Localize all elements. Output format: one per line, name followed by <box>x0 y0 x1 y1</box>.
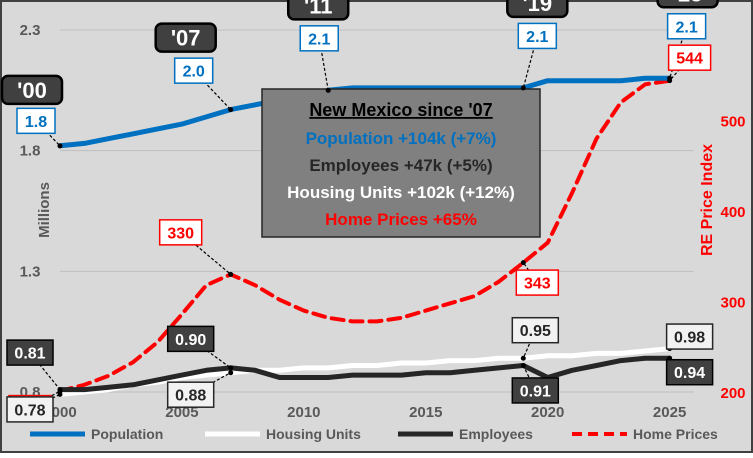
callout-anchor-point <box>57 391 63 397</box>
callout-box <box>667 44 712 71</box>
title-box-line-housing: Housing Units +102k (+12%) <box>287 183 515 202</box>
year-tag-label: '11 <box>304 0 333 18</box>
callout-value-label: 343 <box>524 276 551 293</box>
callout-value-label: 0.78 <box>14 402 45 419</box>
x-tick-label: 2010 <box>287 404 320 421</box>
callout-leader <box>522 35 538 89</box>
callout-value-label: 2.1 <box>308 31 330 48</box>
callout-value-label: 2.1 <box>675 19 697 36</box>
callout-anchor-point <box>667 78 673 84</box>
callout-anchor-point <box>520 355 526 361</box>
callout-value-label: 0.98 <box>674 330 705 347</box>
callout-anchor-point <box>520 260 526 266</box>
year-tag-label: '25 <box>673 0 703 6</box>
callout-value-label: 0.95 <box>520 323 551 340</box>
callout-box <box>173 57 214 84</box>
callout-value-label: 0.94 <box>674 365 705 382</box>
callout-value-label: 0.81 <box>14 346 45 363</box>
year-tag-label: '07 <box>171 26 201 51</box>
legend-label: Employees <box>459 426 533 442</box>
y-right-tick-label: 300 <box>720 295 745 312</box>
callout-anchor-point <box>520 362 526 368</box>
callout-box <box>6 396 54 423</box>
callout-anchor-point <box>228 271 234 277</box>
legend-label: Population <box>91 426 163 442</box>
title-box-line-population: Population +104k (+7%) <box>306 129 497 148</box>
y-left-tick-label: 1.8 <box>20 143 41 160</box>
x-tick-label: 2020 <box>531 404 564 421</box>
y-left-tick-label: 1.3 <box>20 263 41 280</box>
callout-value-label: 0.91 <box>520 383 551 400</box>
callout-value-label: 544 <box>676 51 703 68</box>
callout-box <box>299 25 339 52</box>
year-tag-box <box>154 22 217 53</box>
callout-box <box>665 358 714 386</box>
title-box-bg <box>261 88 541 238</box>
callout-leader <box>190 338 232 369</box>
title-box: New Mexico since '07 Population +104k (+… <box>261 88 541 238</box>
callout-box <box>665 323 714 350</box>
callout-value-label: 2.0 <box>183 64 205 81</box>
callout-box <box>666 13 707 40</box>
series-line-home-prices <box>58 78 672 394</box>
year-tag-box <box>506 0 569 19</box>
callout-anchor-point <box>57 143 63 149</box>
callout-value-label: 0.90 <box>175 332 206 349</box>
callout-box <box>16 107 56 135</box>
series-line-population <box>57 75 673 149</box>
callout-anchor-point <box>57 387 63 393</box>
year-tag-label: '00 <box>17 78 47 103</box>
callout-leader <box>318 38 329 91</box>
callout-value-label: 1.8 <box>25 114 47 131</box>
legend-label: Home Prices <box>633 426 718 442</box>
callout-box <box>6 339 54 366</box>
callout-anchor-point <box>325 87 331 93</box>
x-tick-label: 2005 <box>165 404 198 421</box>
title-box-heading: New Mexico since '07 <box>309 100 492 120</box>
x-tick-label: 2025 <box>653 404 686 421</box>
year-tag-box <box>286 0 350 21</box>
callout-anchor-point <box>228 107 234 113</box>
year-tag-box <box>0 74 64 106</box>
series-line-employees <box>57 355 673 393</box>
callout-box <box>166 381 215 408</box>
y-left-tick-label: 2.3 <box>20 22 41 39</box>
year-tag-label: '19 <box>522 0 552 16</box>
y-right-tick-label: 400 <box>720 204 745 221</box>
callout-box <box>511 377 560 404</box>
x-tick-label: 2015 <box>409 404 442 421</box>
legend-label: Housing Units <box>266 426 361 442</box>
callout-anchor-point <box>228 370 234 376</box>
callout-anchor-point <box>228 365 234 371</box>
series-layer <box>57 75 673 397</box>
callout-layer: 1.8'002.0'072.1'112.1'192.1'252013303435… <box>0 0 719 423</box>
callout-anchor-point <box>520 85 526 91</box>
year-tag-box <box>656 0 719 9</box>
legend: Population Housing Units Employees Home Pri… <box>30 426 718 442</box>
y-right-tick-label: 500 <box>720 114 745 131</box>
y-right-tick-label: 200 <box>720 385 745 402</box>
callout-box <box>515 269 560 296</box>
y-axis-left-title: Millions <box>36 182 53 238</box>
callout-box <box>511 316 560 344</box>
title-box-line-employees: Employees +47k (+5%) <box>309 156 492 175</box>
callout-value-label: 330 <box>167 225 194 242</box>
title-box-line-prices: Home Prices +65% <box>325 210 477 229</box>
callout-value-label: 0.88 <box>175 388 206 405</box>
callout-box <box>166 325 215 353</box>
callout-box <box>158 219 203 246</box>
callout-leader <box>193 70 232 111</box>
callout-value-label: 2.1 <box>526 29 548 46</box>
callout-box <box>517 22 558 50</box>
y-axis-right-title: RE Price Index <box>699 144 716 256</box>
